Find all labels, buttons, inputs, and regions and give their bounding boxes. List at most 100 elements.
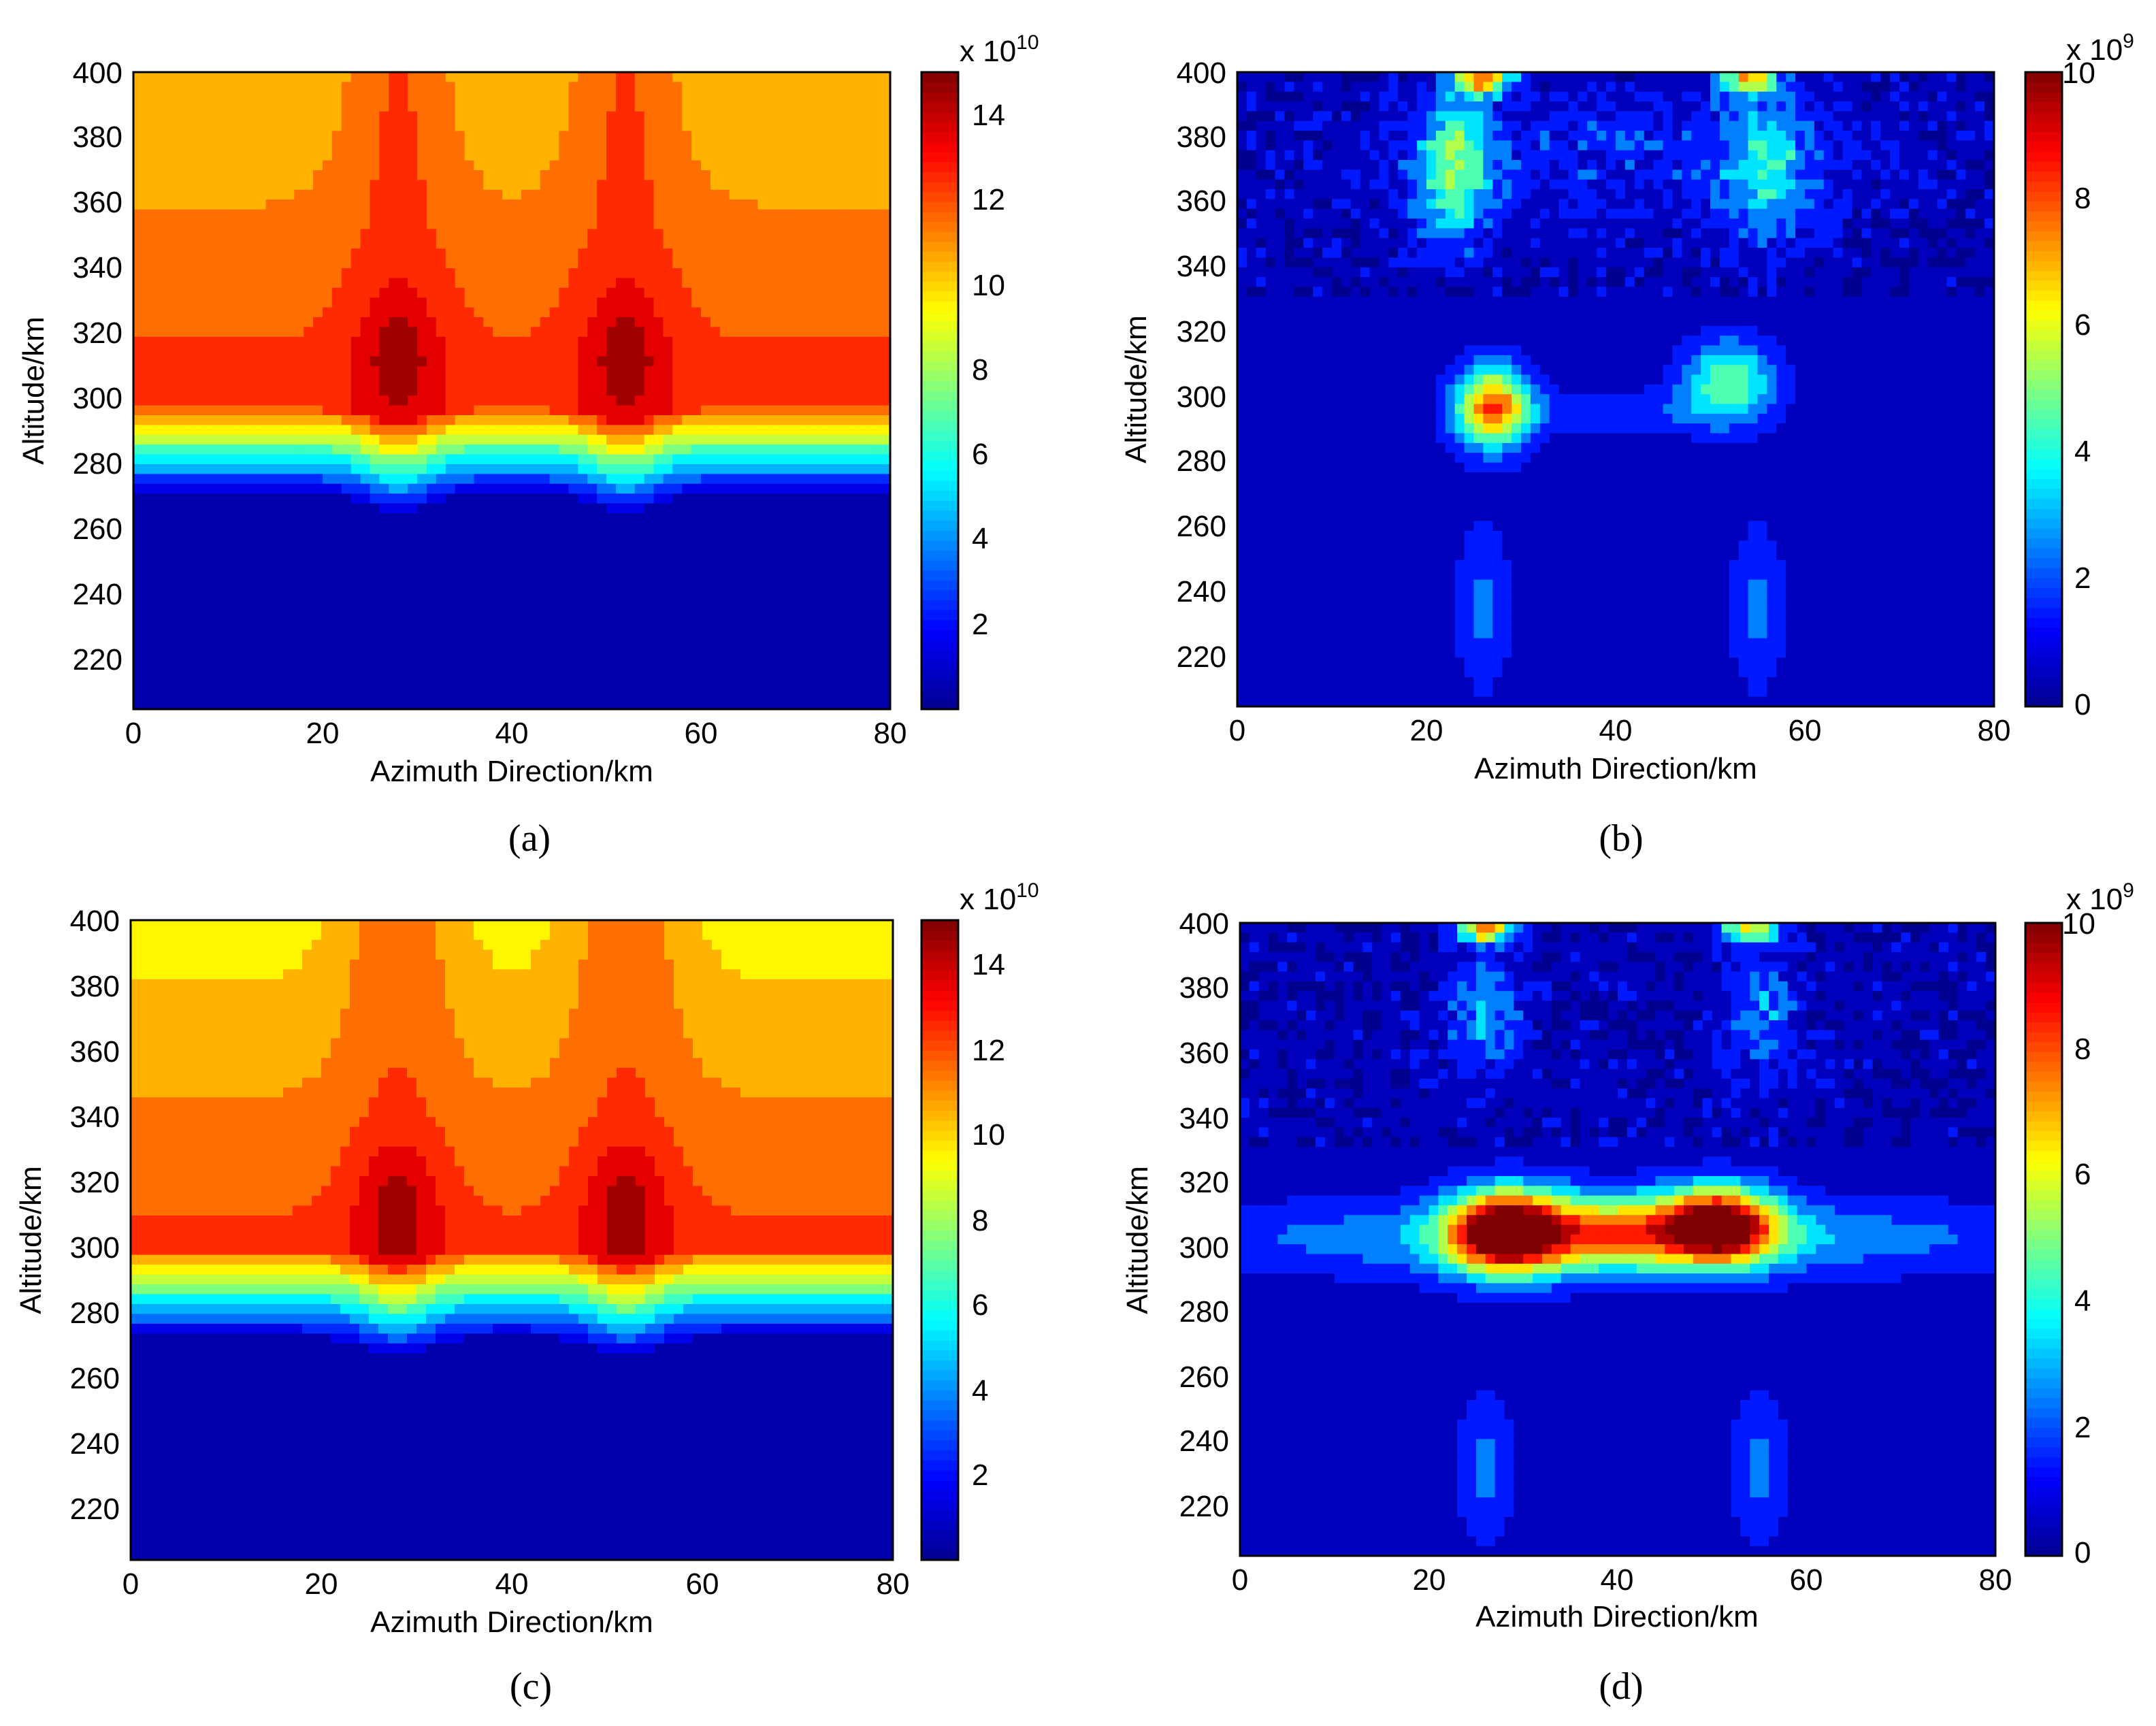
contour-cell [663, 327, 673, 338]
contour-cell [710, 209, 721, 220]
contour-cell [578, 101, 588, 112]
contour-cell [474, 572, 484, 583]
contour-cell [719, 444, 730, 455]
contour-cell [767, 297, 777, 308]
contour-cell [653, 287, 664, 298]
contour-cell [474, 591, 484, 602]
contour-cell [379, 493, 389, 504]
contour-cell [719, 131, 730, 142]
contour-cell [199, 425, 210, 436]
contour-cell [777, 82, 787, 93]
contour-cell [559, 366, 569, 376]
contour-cell [171, 199, 182, 210]
contour-cell [843, 131, 853, 142]
contour-cell [246, 82, 257, 93]
contour-cell [710, 670, 721, 681]
contour-cell [843, 523, 853, 534]
contour-cell [389, 591, 399, 602]
contour-cell [464, 552, 474, 563]
contour-cell [691, 287, 702, 298]
contour-cell [738, 464, 749, 474]
contour-cell [304, 160, 314, 171]
contour-cell [540, 219, 551, 229]
contour-cell [568, 209, 578, 220]
contour-cell [180, 160, 191, 171]
contour-cell [615, 444, 626, 455]
contour-cell [228, 238, 238, 249]
contour-cell [606, 140, 617, 151]
contour-cell [597, 327, 607, 338]
contour-cell [710, 464, 721, 474]
contour-cell [483, 82, 493, 93]
contour-cell [379, 160, 389, 171]
contour-cell [455, 72, 466, 82]
contour-cell [275, 523, 285, 534]
contour-cell [682, 532, 692, 543]
contour-cell [379, 170, 389, 180]
contour-cell [323, 581, 333, 592]
contour-cell [341, 591, 352, 602]
contour-cell [190, 219, 200, 229]
contour-cell [218, 101, 229, 112]
contour-cell [436, 297, 446, 308]
contour-cell [587, 336, 598, 347]
contour-cell [634, 679, 645, 690]
contour-cell [757, 425, 768, 436]
contour-cell [512, 229, 522, 240]
contour-cell [757, 258, 768, 269]
contour-cell [180, 346, 191, 357]
contour-cell [256, 552, 267, 563]
contour-cell [833, 689, 844, 700]
contour-cell [804, 532, 815, 543]
contour-cell [246, 670, 257, 681]
contour-cell [738, 101, 749, 112]
contour-cell [729, 101, 740, 112]
contour-cell [133, 650, 144, 661]
contour-cell [398, 336, 408, 347]
contour-cell [833, 229, 844, 240]
contour-cell [436, 601, 446, 612]
contour-cell [719, 366, 730, 376]
contour-cell [606, 258, 617, 269]
contour-cell [578, 474, 588, 485]
contour-cell [738, 581, 749, 592]
contour-cell [142, 523, 153, 534]
contour-cell [370, 111, 380, 122]
contour-cell [578, 395, 588, 406]
contour-cell [256, 150, 267, 161]
contour-cell [682, 248, 692, 259]
contour-cell [559, 572, 569, 583]
contour-cell [710, 160, 721, 171]
contour-cell [748, 189, 758, 200]
contour-cell [606, 131, 617, 142]
contour-cell [682, 679, 692, 690]
contour-cell [455, 395, 466, 406]
contour-cell [389, 483, 399, 494]
contour-cell [786, 493, 796, 504]
contour-cell [379, 209, 389, 220]
contour-cell [748, 199, 758, 210]
contour-cell [757, 160, 768, 171]
contour-cell [133, 101, 144, 112]
contour-cell [653, 581, 664, 592]
contour-cell [701, 131, 711, 142]
contour-cell [379, 140, 389, 151]
contour-cell [209, 238, 219, 249]
contour-cell [578, 131, 588, 142]
contour-cell [218, 278, 229, 289]
contour-cell [389, 474, 399, 485]
contour-cell [502, 140, 512, 151]
contour-cell [540, 346, 551, 357]
contour-cell [350, 513, 361, 523]
contour-cell [265, 483, 276, 494]
contour-cell [331, 670, 342, 681]
contour-cell [530, 278, 541, 289]
contour-cell [843, 268, 853, 278]
contour-cell [663, 101, 673, 112]
contour-cell [691, 670, 702, 681]
contour-cell [436, 464, 446, 474]
contour-cell [663, 415, 673, 425]
contour-cell [729, 581, 740, 592]
contour-cell [843, 258, 853, 269]
contour-cell [265, 278, 276, 289]
